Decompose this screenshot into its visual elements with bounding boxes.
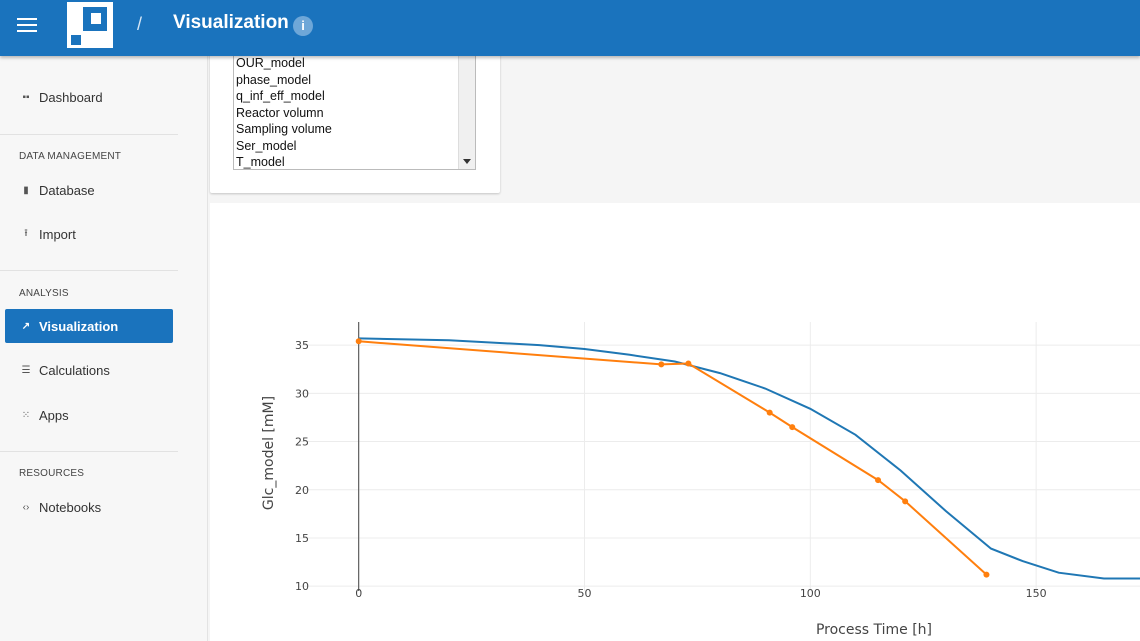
chart-line-icon: ↗ [21,320,31,332]
x-tick-label: 50 [578,587,592,600]
upload-icon: ⭱ [24,227,28,239]
list-option[interactable]: OUR_model [236,56,305,70]
sidebar-item-label: Import [39,226,76,242]
sidebar-item-dashboard[interactable]: ▪▪ Dashboard [5,80,173,114]
file-icon: ▮ [23,184,29,196]
scroll-down-icon[interactable] [463,159,471,164]
y-tick-label: 30 [295,387,309,400]
sidebar-item-label: Calculations [39,362,110,378]
sidebar-item-import[interactable]: ⭱ Import [5,217,173,251]
list-option[interactable]: Sampling volume [236,122,332,136]
sidebar-item-notebooks[interactable]: ‹› Notebooks [5,490,173,524]
sidebar-divider [0,270,178,271]
data-point[interactable] [766,409,773,416]
top-bar: / Visualization i [0,0,1140,56]
section-resources: RESOURCES [19,468,85,479]
sidebar: ▪▪ Dashboard DATA MANAGEMENT ▮ Database … [0,56,208,641]
grid-icon: ⁙ [21,409,31,421]
x-tick-label: 0 [355,587,362,600]
sidebar-item-calculations[interactable]: ☰ Calculations [5,353,173,387]
list-option[interactable]: Ser_model [236,138,297,153]
data-point[interactable] [875,477,882,484]
y-axis-label: Glc_model [mM] [261,396,277,510]
data-point[interactable] [983,571,990,578]
y-tick-label: 10 [295,580,309,593]
list-option[interactable]: Reactor volumn [236,105,324,120]
data-point[interactable] [658,361,665,368]
info-icon[interactable]: i [293,16,313,36]
sidebar-item-database[interactable]: ▮ Database [5,173,173,207]
y-tick-label: 20 [295,484,309,497]
y-tick-label: 25 [295,436,309,449]
sidebar-item-visualization[interactable]: ↗ Visualization [5,309,173,343]
sidebar-item-label: Apps [39,407,69,423]
code-icon: ‹› [22,501,30,513]
sidebar-divider [0,134,178,135]
list-icon: ☰ [21,364,31,376]
x-tick-label: 100 [800,587,821,600]
data-point[interactable] [355,338,362,345]
y-tick-label: 15 [295,532,309,545]
sidebar-item-label: Visualization [39,318,119,334]
sidebar-item-label: Dashboard [39,89,103,105]
data-point[interactable] [902,498,909,505]
list-option[interactable]: phase_model [236,72,312,87]
list-option[interactable]: q_inf_eff_model [236,89,325,103]
listbox-scrollbar[interactable] [458,52,475,169]
variable-listbox[interactable]: OUR_model phase_model q_inf_eff_model React… [233,52,476,170]
sidebar-divider [0,451,178,452]
x-axis-label: Process Time [h] [816,622,932,638]
app-logo[interactable] [67,2,113,48]
chart-card: 0 50 100 150 10 15 20 25 30 35 Process Time [h] Glc… [210,203,1140,641]
dashboard-icon: ▪▪ [22,91,30,103]
sidebar-item-label: Notebooks [39,499,102,515]
hamburger-icon[interactable] [17,18,37,34]
page-title: Visualization [173,12,289,33]
variable-select-card: OUR_model phase_model q_inf_eff_model React… [210,50,500,193]
data-point[interactable] [789,424,796,431]
y-tick-label: 35 [295,339,309,352]
series-line-1[interactable] [358,340,988,576]
sidebar-item-apps[interactable]: ⁙ Apps [5,398,173,432]
section-analysis: ANALYSIS [19,288,69,299]
breadcrumb-separator: / [137,14,143,34]
data-point[interactable] [685,360,692,367]
section-data-management: DATA MANAGEMENT [19,151,122,162]
x-tick-label: 150 [1026,587,1047,600]
list-option[interactable]: T_model [236,155,285,169]
series-line-0[interactable] [358,337,1140,580]
line-chart[interactable]: 0 50 100 150 10 15 20 25 30 35 Process Time [h] Glc… [210,203,1140,641]
sidebar-item-label: Database [39,182,95,198]
